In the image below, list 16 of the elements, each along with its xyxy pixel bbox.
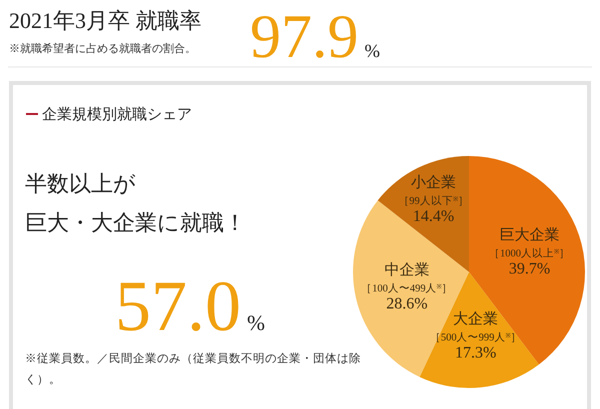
data-label: 28.6% — [386, 296, 428, 313]
text: 半数以上が — [25, 171, 136, 196]
text: 企業規模別就職シェア — [42, 106, 192, 123]
data-label: 39.7% — [508, 260, 550, 278]
text: 2021年3月卒 就職率 — [9, 8, 202, 33]
slice-label: 巨大企業［1000人以上$^{※}$］ — [488, 226, 570, 260]
text: ※従業員数。／民間企業のみ（従業員数不明の企業・団体は除く）。 — [25, 352, 361, 386]
slice-label: 小企業［99人以下$^{※}$］ — [398, 174, 469, 207]
text: 97.9% — [250, 3, 380, 71]
slice-label: 大企業［500人〜999人$^{※}$］ — [430, 310, 522, 344]
data-label: 14.4% — [412, 208, 454, 225]
text: ※就職希望者に占める就職者の割合。 — [9, 42, 196, 55]
text: 57.0% — [115, 266, 265, 346]
data-label: 17.3% — [454, 344, 496, 362]
slice-label: 中企業［100人〜499人$^{※}$］ — [361, 262, 453, 295]
text: 巨大・大企業に就職！ — [25, 210, 246, 235]
